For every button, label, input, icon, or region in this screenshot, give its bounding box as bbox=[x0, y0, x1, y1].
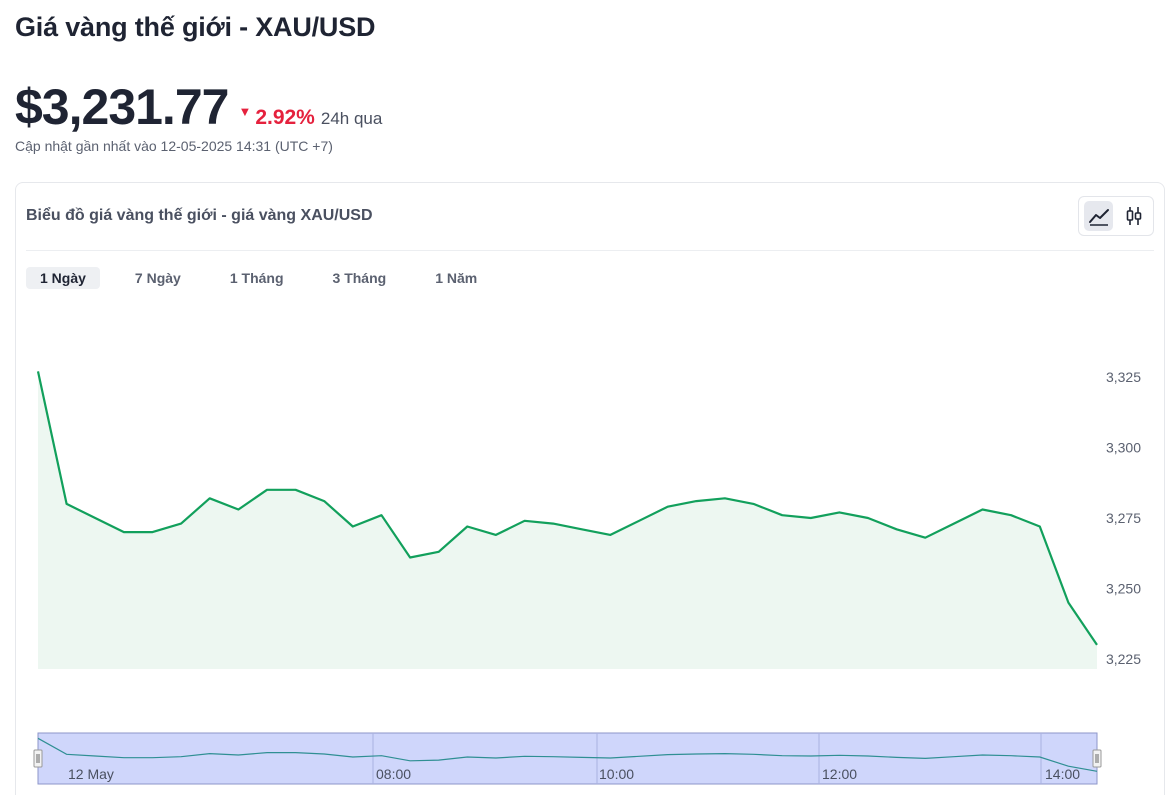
navigator-label: 14:00 bbox=[1045, 766, 1080, 782]
navigator[interactable]: 12 May 08:00 10:00 12:00 14:00 bbox=[33, 732, 1102, 785]
y-tick-label: 3,250 bbox=[1106, 581, 1141, 597]
price-area bbox=[38, 371, 1097, 669]
y-tick-label: 3,300 bbox=[1106, 440, 1141, 456]
navigator-label: 10:00 bbox=[599, 766, 634, 782]
chart-card: Biểu đồ giá vàng thế giới - giá vàng XAU… bbox=[15, 182, 1165, 795]
navigator-right-handle[interactable] bbox=[1092, 749, 1102, 768]
last-updated: Cập nhật gần nhất vào 12-05-2025 14:31 (… bbox=[15, 138, 333, 154]
chart-type-switch bbox=[1078, 196, 1154, 236]
y-tick-label: 3,325 bbox=[1106, 369, 1141, 385]
range-tab-1-month[interactable]: 1 Tháng bbox=[229, 270, 284, 286]
candlestick-icon bbox=[1126, 207, 1141, 225]
y-tick-label: 3,275 bbox=[1106, 510, 1141, 526]
main-plot bbox=[36, 371, 1098, 669]
chart-card-header: Biểu đồ giá vàng thế giới - giá vàng XAU… bbox=[26, 183, 1154, 251]
navigator-label: 12:00 bbox=[822, 766, 857, 782]
y-tick-label: 3,225 bbox=[1106, 651, 1141, 667]
change-period: 24h qua bbox=[320, 109, 383, 128]
down-arrow-icon: ▼ bbox=[238, 104, 252, 119]
range-tab-1-year[interactable]: 1 Năm bbox=[435, 270, 478, 286]
navigator-left-handle[interactable] bbox=[33, 749, 43, 768]
navigator-label: 08:00 bbox=[376, 766, 411, 782]
candlestick-button[interactable] bbox=[1119, 201, 1148, 231]
y-axis: 3,225 3,250 3,275 3,300 3,325 bbox=[1106, 369, 1141, 667]
navigator-selection[interactable] bbox=[37, 732, 1098, 785]
price-row: $3,231.77 ▼ 2.92% 24h qua bbox=[15, 78, 382, 136]
change-percent: 2.92% bbox=[255, 106, 315, 129]
navigator-label: 12 May bbox=[68, 766, 114, 782]
line-chart-icon bbox=[1088, 209, 1109, 226]
current-price: $3,231.77 bbox=[15, 79, 229, 135]
chart-title: Biểu đồ giá vàng thế giới - giá vàng XAU… bbox=[26, 207, 373, 224]
range-tab-7-days[interactable]: 7 Ngày bbox=[134, 270, 181, 286]
navigator-line bbox=[37, 737, 1098, 772]
range-tab-1-day[interactable]: 1 Ngày bbox=[26, 267, 100, 289]
range-tabs: 1 Ngày 7 Ngày 1 Tháng 3 Tháng 1 Năm bbox=[26, 267, 504, 289]
price-line bbox=[36, 371, 1098, 646]
line-chart-button[interactable] bbox=[1084, 201, 1113, 231]
page-title: Giá vàng thế giới - XAU/USD bbox=[15, 12, 376, 42]
range-tab-3-months[interactable]: 3 Tháng bbox=[332, 270, 387, 286]
